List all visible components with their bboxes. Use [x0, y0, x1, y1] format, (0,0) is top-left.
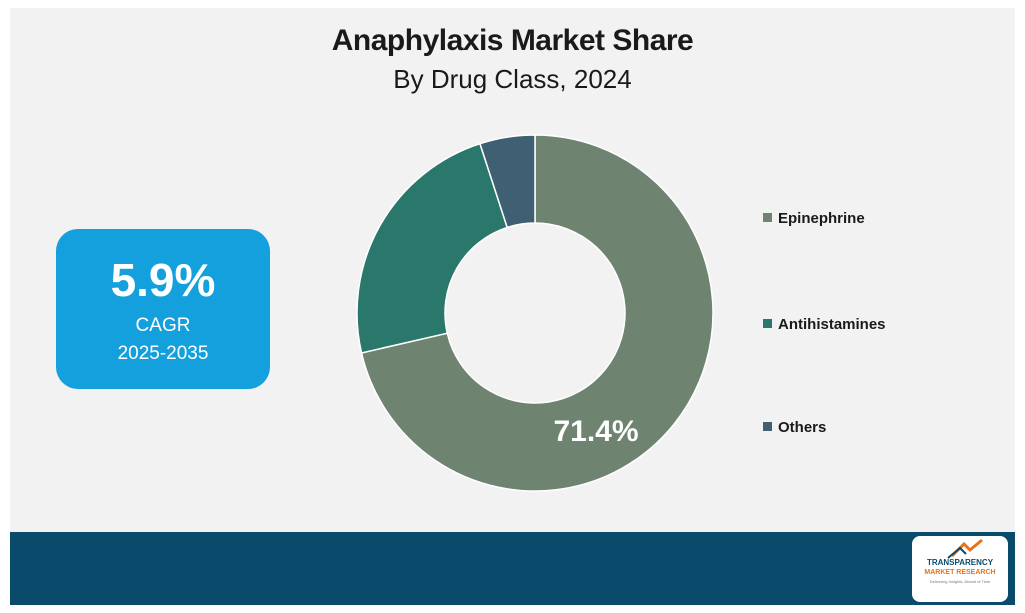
data-label-epinephrine: 71.4% — [553, 415, 638, 448]
chart-legend: Epinephrine Antihistamines Others — [763, 210, 886, 436]
legend-swatch — [763, 319, 772, 328]
legend-item-epinephrine: Epinephrine — [763, 210, 865, 227]
logo-text-2: MARKET RESEARCH — [924, 569, 996, 576]
logo-text-1: TRANSPARENCY — [926, 558, 994, 567]
cagr-value: 5.9% — [110, 254, 216, 306]
brand-logo: TRANSPARENCY MARKET RESEARCH Delivering … — [912, 536, 1008, 602]
donut-data-labels: 71.4% — [553, 415, 638, 448]
legend-item-others: Others — [763, 419, 826, 436]
chart-subtitle: By Drug Class, 2024 — [393, 64, 632, 94]
legend-label: Antihistamines — [778, 316, 886, 333]
legend-label: Epinephrine — [778, 210, 865, 227]
legend-swatch — [763, 213, 772, 222]
cagr-period: 2025-2035 — [117, 343, 209, 364]
chart-title: Anaphylaxis Market Share — [331, 24, 694, 57]
cagr-label: CAGR — [135, 315, 191, 336]
donut-slice-antihistamines — [356, 142, 509, 354]
donut-slices — [356, 134, 714, 492]
donut-slice-others — [479, 134, 536, 229]
logo-text-3: Delivering Insights, Ahead of Time — [929, 579, 991, 584]
cagr-badge: 5.9% CAGR 2025-2035 — [56, 229, 270, 389]
footer-band — [10, 532, 1015, 605]
legend-item-antihistamines: Antihistamines — [763, 316, 886, 333]
donut-slice-epinephrine — [360, 134, 714, 492]
legend-swatch — [763, 422, 772, 431]
logo-arrow-icon — [947, 538, 983, 559]
legend-label: Others — [778, 419, 826, 436]
